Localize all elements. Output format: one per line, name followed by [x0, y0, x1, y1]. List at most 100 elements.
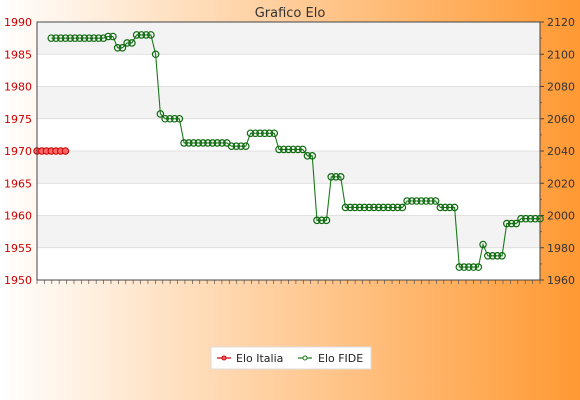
data-point-elo-fide [431, 197, 440, 205]
legend-marker-elo-fide [302, 355, 308, 361]
right-axis-tick-label: 2040 [547, 145, 575, 158]
data-point-elo-fide [218, 139, 226, 147]
data-point-elo-fide [279, 145, 288, 154]
data-point-elo-fide [47, 34, 56, 42]
series-layer [33, 31, 544, 271]
data-point-elo-fide [128, 39, 136, 47]
data-point-elo-fide [370, 203, 378, 212]
data-point-elo-fide [270, 129, 279, 138]
legend-label-elo-italia: Elo Italia [236, 352, 283, 365]
data-point-elo-fide [109, 32, 117, 41]
data-point-elo-italia [61, 147, 70, 155]
right-axis: 1960 1980 2000 2020 2040 2060 2080 2100 2120 [540, 16, 575, 287]
data-point-elo-fide [61, 34, 70, 42]
data-point-elo-fide [66, 34, 75, 42]
data-point-elo-fide [118, 43, 127, 52]
data-point-elo-fide [436, 203, 445, 212]
data-point-elo-fide [189, 139, 198, 147]
plot-band [37, 215, 540, 248]
plot-band [37, 54, 540, 87]
data-point-elo-fide [474, 263, 483, 271]
data-point-elo-fide [389, 203, 397, 212]
data-point-elo-fide [241, 142, 250, 150]
plot-border [36, 21, 541, 281]
data-point-elo-fide [90, 34, 98, 42]
data-point-elo-fide [374, 203, 383, 212]
data-point-elo-fide [360, 203, 369, 212]
data-point-elo-fide [94, 34, 103, 42]
data-point-elo-fide [450, 203, 459, 212]
data-point-elo-fide [517, 214, 525, 223]
left-axis-tick-label: 1990 [4, 16, 32, 29]
plot-band [37, 22, 540, 55]
data-point-elo-fide [351, 203, 359, 212]
data-point-elo-fide [521, 214, 530, 223]
data-point-elo-fide [465, 263, 473, 271]
data-point-elo-fide [446, 203, 454, 212]
data-point-elo-fide [493, 252, 502, 260]
data-point-elo-fide [194, 139, 203, 147]
data-point-elo-fide [237, 142, 245, 150]
data-point-elo-fide [137, 31, 146, 39]
data-point-elo-fide [156, 110, 165, 118]
series-line-elo-fide [51, 34, 540, 268]
data-point-elo-fide [142, 31, 150, 39]
data-point-elo-fide [199, 139, 207, 147]
data-point-elo-fide [384, 203, 392, 212]
left-axis-tick-label: 1985 [4, 48, 32, 61]
data-point-elo-fide [71, 34, 79, 42]
data-point-elo-fide [336, 173, 345, 181]
right-axis-tick-label: 2060 [547, 113, 575, 126]
left-axis: 1950 1955 1960 1965 1970 1975 1980 1985 1990 [4, 16, 32, 287]
data-point-elo-fide [379, 203, 388, 212]
data-point-elo-fide [284, 145, 293, 154]
data-point-elo-fide [251, 129, 260, 138]
data-point-elo-fide [170, 114, 179, 123]
data-point-elo-fide [227, 142, 236, 150]
data-point-elo-fide [85, 34, 94, 42]
legend-label-elo-fide: Elo FIDE [318, 352, 363, 365]
data-point-elo-fide [322, 216, 331, 225]
data-point-elo-fide [507, 219, 516, 228]
data-point-elo-fide [512, 219, 521, 228]
data-point-elo-fide [417, 197, 426, 205]
data-point-elo-fide [531, 214, 540, 223]
data-point-elo-fide [232, 142, 241, 150]
data-point-elo-fide [488, 252, 497, 260]
left-axis-tick-label: 1950 [4, 274, 32, 287]
data-point-elo-fide [289, 145, 298, 154]
data-point-elo-fide [56, 34, 65, 42]
data-point-elo-fide [412, 197, 421, 205]
data-point-elo-fide [317, 216, 326, 225]
data-point-elo-fide [208, 139, 217, 147]
data-point-elo-fide [460, 263, 468, 271]
data-point-elo-fide [99, 34, 108, 42]
data-point-elo-fide [346, 203, 354, 212]
right-axis-tick-label: 1960 [547, 274, 575, 287]
x-axis-ticks [36, 280, 541, 284]
data-point-elo-fide [175, 114, 184, 123]
data-point-elo-fide [151, 50, 160, 59]
data-point-elo-fide [365, 203, 373, 212]
left-axis-tick-label: 1975 [4, 113, 32, 126]
right-axis-tick-label: 2000 [547, 210, 575, 223]
data-point-elo-fide [166, 114, 174, 123]
right-axis-tick-label: 2020 [547, 177, 575, 190]
right-axis-tick-label: 2120 [547, 16, 575, 29]
right-axis-tick-label: 2100 [547, 48, 575, 61]
data-point-elo-fide [185, 139, 193, 147]
data-point-elo-fide [298, 145, 307, 154]
data-point-elo-fide [303, 152, 312, 160]
data-point-elo-fide [327, 173, 336, 181]
data-point-elo-fide [526, 214, 535, 223]
data-point-elo-fide [393, 203, 402, 212]
data-point-elo-fide [260, 129, 269, 138]
plot-band [37, 151, 540, 184]
data-point-elo-fide [341, 203, 350, 212]
left-axis-tick-label: 1965 [4, 177, 32, 190]
plot-band [37, 86, 540, 119]
data-point-elo-fide [469, 263, 478, 271]
data-point-elo-fide [441, 203, 449, 212]
data-point-elo-fide [313, 216, 321, 225]
